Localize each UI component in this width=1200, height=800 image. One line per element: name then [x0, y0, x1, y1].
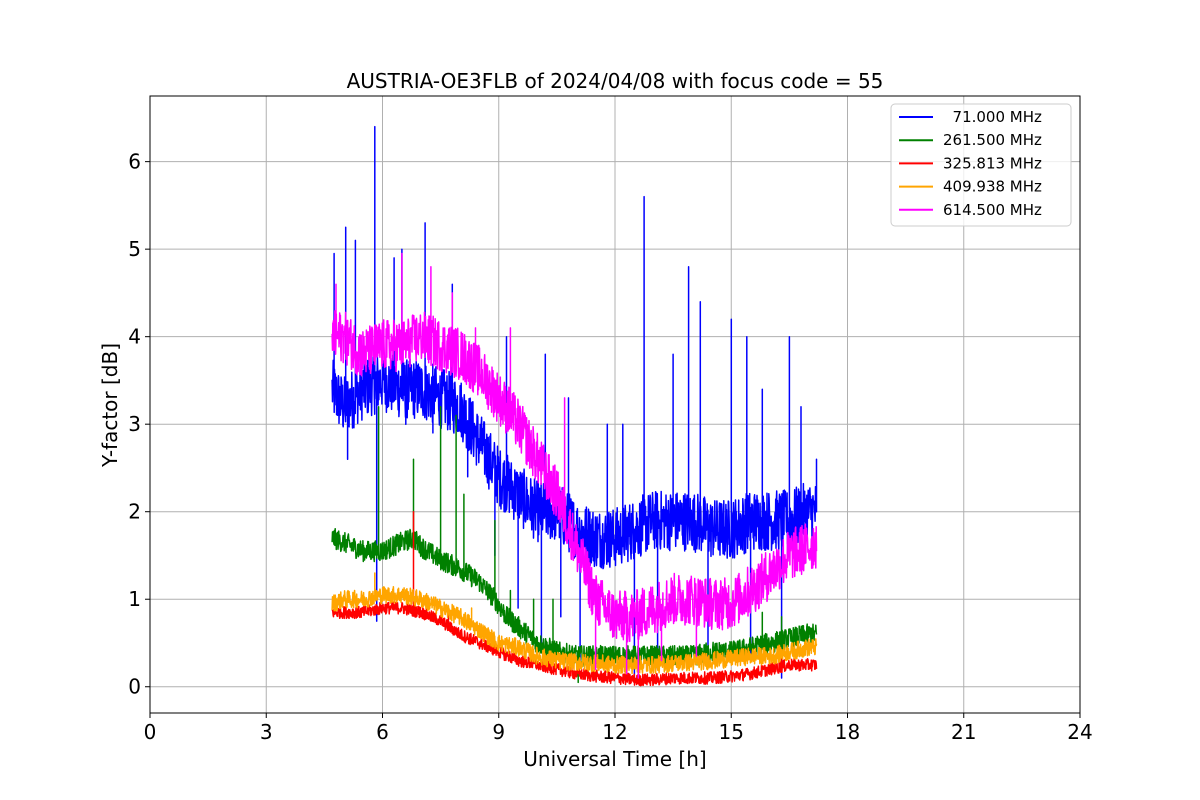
x-tick-label: 24 [1067, 720, 1092, 744]
y-tick-label: 4 [128, 325, 141, 349]
x-tick-label: 12 [602, 720, 627, 744]
x-axis-label: Universal Time [h] [523, 747, 706, 771]
series-line [331, 252, 818, 679]
x-tick-label: 18 [835, 720, 860, 744]
legend-label: 71.000 MHz [943, 108, 1042, 126]
x-tick-label: 21 [951, 720, 976, 744]
series-line [331, 510, 818, 687]
y-tick-label: 1 [128, 587, 141, 611]
y-tick-label: 6 [128, 150, 141, 174]
y-tick-label: 0 [128, 675, 141, 699]
legend-box [890, 103, 1072, 227]
series-line [331, 572, 818, 675]
legend-label: 614.500 MHz [943, 201, 1042, 219]
legend-label: 409.938 MHz [943, 178, 1042, 196]
x-tick-label: 6 [376, 720, 389, 744]
y-tick-label: 5 [128, 237, 141, 261]
series-layer [331, 125, 818, 687]
legend-label: 261.500 MHz [943, 131, 1042, 149]
x-tick-label: 15 [719, 720, 744, 744]
x-axis: 0 3 6 9 12 15 18 21 24 [144, 713, 1093, 744]
y-axis: 0 1 2 3 4 5 6 [128, 150, 150, 699]
x-tick-label: 0 [144, 720, 157, 744]
x-tick-label: 3 [260, 720, 273, 744]
y-tick-label: 2 [128, 500, 141, 524]
legend-label: 325.813 MHz [943, 154, 1042, 172]
y-axis-label: Y-factor [dB] [98, 343, 122, 468]
y-tick-label: 3 [128, 412, 141, 436]
chart-title: AUSTRIA-OE3FLB of 2024/04/08 with focus … [347, 69, 884, 93]
x-tick-label: 9 [492, 720, 505, 744]
legend: 71.000 MHz 261.500 MHz 325.813 MHz 409.938 … [890, 103, 1072, 227]
